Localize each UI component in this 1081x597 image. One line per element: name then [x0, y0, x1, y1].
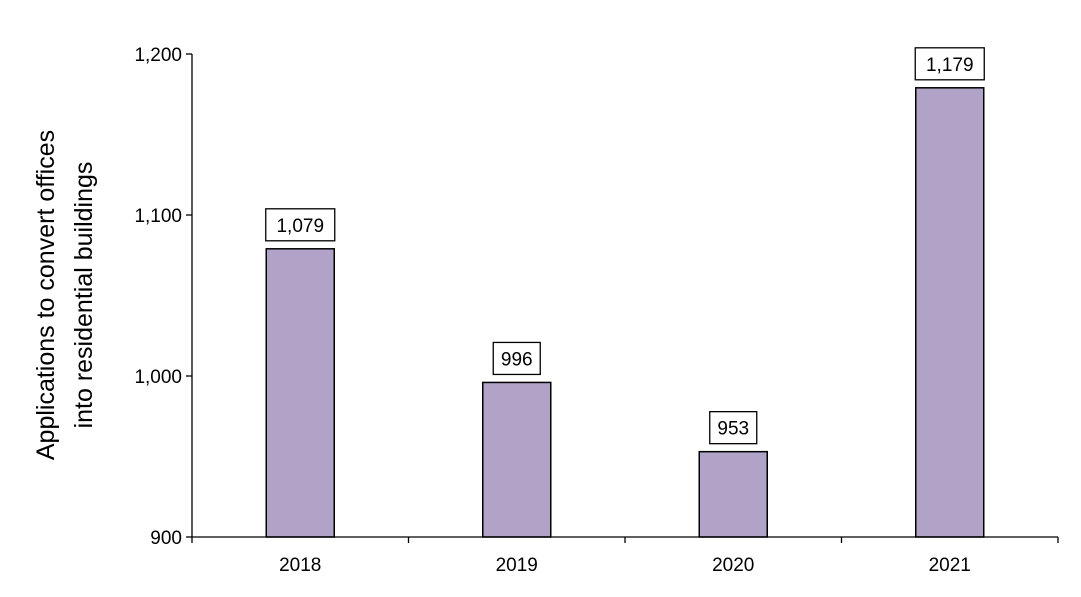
data-label-box-2018 — [265, 208, 336, 242]
y-tick-label-1000: 1,000 — [134, 367, 182, 388]
data-label-box-2020 — [709, 411, 758, 445]
bar-2021 — [915, 87, 985, 538]
data-label-2019: 996 — [501, 349, 533, 370]
bar-2020 — [698, 450, 768, 538]
y-axis-title-line-1: Applications to convert offices — [32, 130, 60, 460]
x-tick-label-2021: 2021 — [929, 555, 971, 576]
y-axis-title-line-2: into residential buildings — [70, 162, 98, 429]
data-label-box-2021 — [914, 47, 985, 81]
data-label-2018: 1,079 — [276, 216, 324, 237]
data-labels-layer: 1,079 996 953 1,179 — [265, 47, 985, 445]
bar-2019 — [482, 381, 552, 538]
y-tick-label-900: 900 — [150, 528, 182, 549]
x-tick-label-2019: 2019 — [496, 555, 538, 576]
x-tick-label-2020: 2020 — [712, 555, 754, 576]
axes-layer: 900 1,000 1,100 1,200 2018 2019 2020 2021 — [134, 45, 1059, 576]
data-label-box-2019 — [492, 341, 541, 376]
y-axis-title: Applications to convert offices into res… — [32, 130, 98, 460]
data-label-2021: 1,179 — [926, 55, 974, 76]
y-tick-label-1100: 1,100 — [134, 206, 182, 227]
data-label-2020: 953 — [717, 419, 749, 440]
bars-layer — [265, 87, 985, 538]
x-tick-label-2018: 2018 — [279, 555, 321, 576]
bar-2018 — [265, 248, 335, 538]
y-tick-label-1200: 1,200 — [134, 45, 182, 66]
